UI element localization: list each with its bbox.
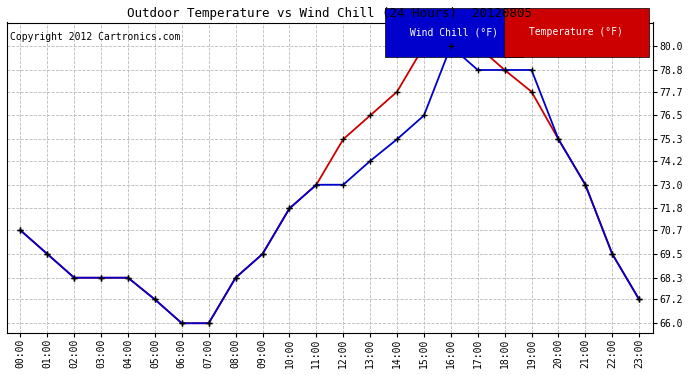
- Title: Outdoor Temperature vs Wind Chill (24 Hours)  20120805: Outdoor Temperature vs Wind Chill (24 Ho…: [127, 7, 532, 20]
- Text: Wind Chill (°F): Wind Chill (°F): [404, 27, 504, 37]
- Text: Copyright 2012 Cartronics.com: Copyright 2012 Cartronics.com: [10, 32, 181, 42]
- Text: Temperature (°F): Temperature (°F): [524, 27, 629, 37]
